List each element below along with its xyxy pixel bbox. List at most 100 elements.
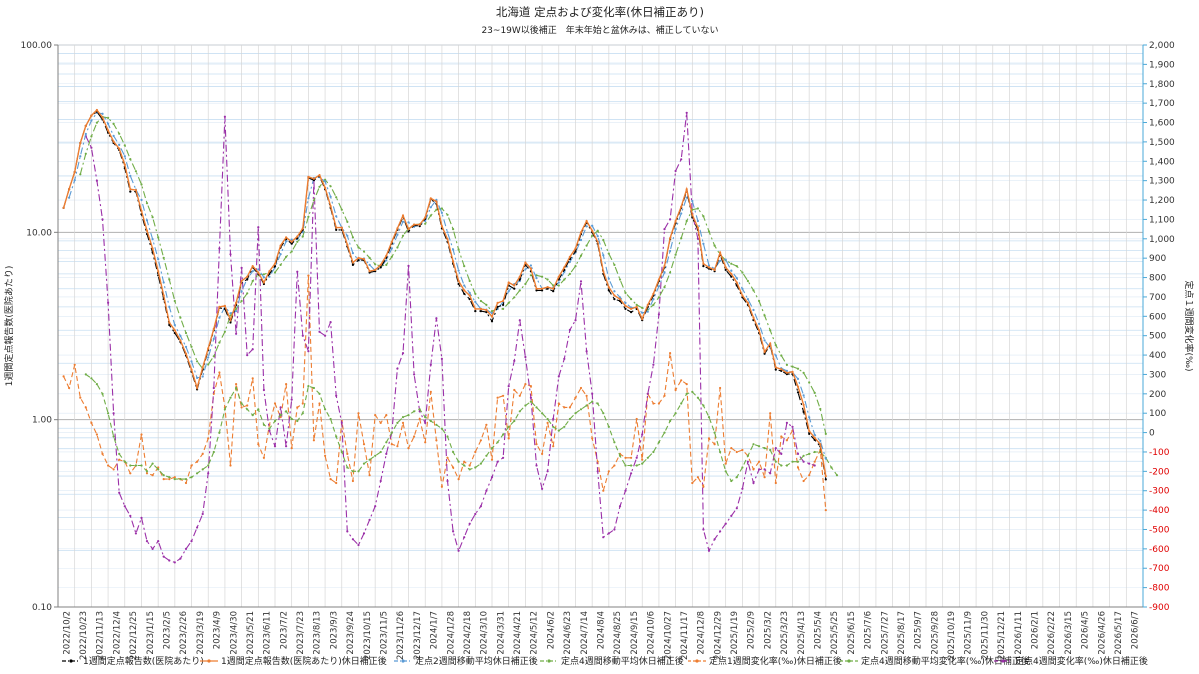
data-point (285, 445, 288, 448)
x-tick-label: 2025/1/19 (730, 611, 740, 655)
x-tick-label: 2023/7/23 (296, 611, 306, 655)
data-point (557, 429, 560, 432)
data-point (524, 355, 527, 359)
data-point (101, 116, 104, 119)
data-point (663, 228, 666, 231)
data-point (212, 386, 215, 390)
data-point (808, 432, 811, 435)
data-point (168, 305, 171, 308)
data-point (340, 421, 343, 424)
data-point (635, 464, 638, 467)
data-point (479, 299, 482, 303)
data-point (184, 547, 188, 551)
data-point (324, 186, 327, 189)
data-point (240, 402, 243, 405)
data-point (229, 253, 232, 256)
data-point (184, 352, 188, 355)
data-point (429, 214, 432, 217)
x-tick-label: 2026/4/26 (1097, 611, 1107, 655)
data-point (546, 417, 549, 421)
data-point (390, 247, 393, 250)
data-point (324, 454, 327, 457)
data-point (357, 259, 360, 262)
data-point (346, 243, 349, 246)
data-point (802, 479, 805, 483)
data-point (145, 470, 149, 473)
data-point (401, 421, 405, 424)
data-point (262, 456, 265, 459)
data-point (273, 262, 277, 265)
data-point (624, 301, 627, 304)
data-point (685, 383, 688, 386)
data-point (618, 278, 622, 281)
data-point (396, 421, 399, 424)
data-point (368, 263, 371, 266)
data-point (479, 439, 482, 442)
data-point (813, 436, 816, 439)
data-point (212, 337, 215, 340)
data-point (279, 244, 282, 247)
data-point (162, 281, 165, 284)
data-point (685, 188, 688, 191)
data-point (719, 530, 722, 533)
data-point (741, 294, 744, 297)
y-right-tick-label: -600 (1149, 545, 1170, 555)
data-point (613, 290, 616, 293)
series-line (79, 116, 827, 435)
data-point (396, 246, 399, 249)
data-point (196, 360, 199, 363)
data-point (474, 512, 477, 516)
data-point (702, 404, 705, 407)
data-point (579, 254, 583, 257)
data-point (696, 219, 700, 223)
data-point (630, 464, 633, 467)
data-point (296, 235, 299, 238)
data-point (607, 425, 610, 428)
x-tick-label: 2025/10/19 (947, 611, 957, 660)
data-point (357, 256, 360, 259)
data-point (290, 238, 293, 241)
data-point (290, 240, 293, 243)
data-point (535, 289, 538, 292)
data-point (657, 278, 661, 281)
data-point (318, 392, 321, 395)
data-point (396, 233, 399, 236)
data-point (184, 478, 188, 481)
data-point (574, 247, 577, 250)
x-tick-label: 2026/5/17 (1114, 611, 1124, 655)
data-point (713, 268, 716, 271)
data-point (585, 404, 588, 407)
chart-subtitle: 23~19W以後補正 年末年始と盆休みは、補正していない (481, 24, 718, 36)
x-tick-label: 2022/10/2 (62, 611, 72, 655)
data-point (374, 268, 377, 271)
data-point (763, 447, 766, 450)
data-point (618, 454, 622, 457)
data-point (507, 385, 510, 388)
data-point (546, 421, 549, 424)
data-point (796, 452, 800, 455)
data-point (296, 406, 299, 409)
data-point (229, 321, 232, 324)
x-tick-label: 2024/10/27 (663, 611, 673, 660)
data-point (413, 373, 416, 376)
data-point (246, 275, 249, 278)
legend-label: 定点4週間移動平均休日補正後 (561, 655, 684, 667)
data-point (824, 478, 827, 481)
data-point (145, 202, 149, 205)
data-point (607, 286, 610, 289)
data-point (457, 478, 460, 481)
y-right-tick-label: 1,800 (1149, 80, 1175, 90)
x-tick-label: 2025/5/25 (830, 611, 840, 655)
data-point (535, 406, 538, 409)
series-layer (62, 108, 839, 564)
data-point (780, 435, 783, 438)
data-point (140, 198, 143, 201)
data-point (680, 379, 683, 382)
data-point (479, 505, 482, 508)
data-point (824, 509, 827, 512)
data-point (769, 412, 772, 415)
data-point (758, 329, 761, 332)
data-point (596, 229, 599, 232)
data-point (123, 144, 126, 147)
legend-marker (69, 659, 73, 663)
